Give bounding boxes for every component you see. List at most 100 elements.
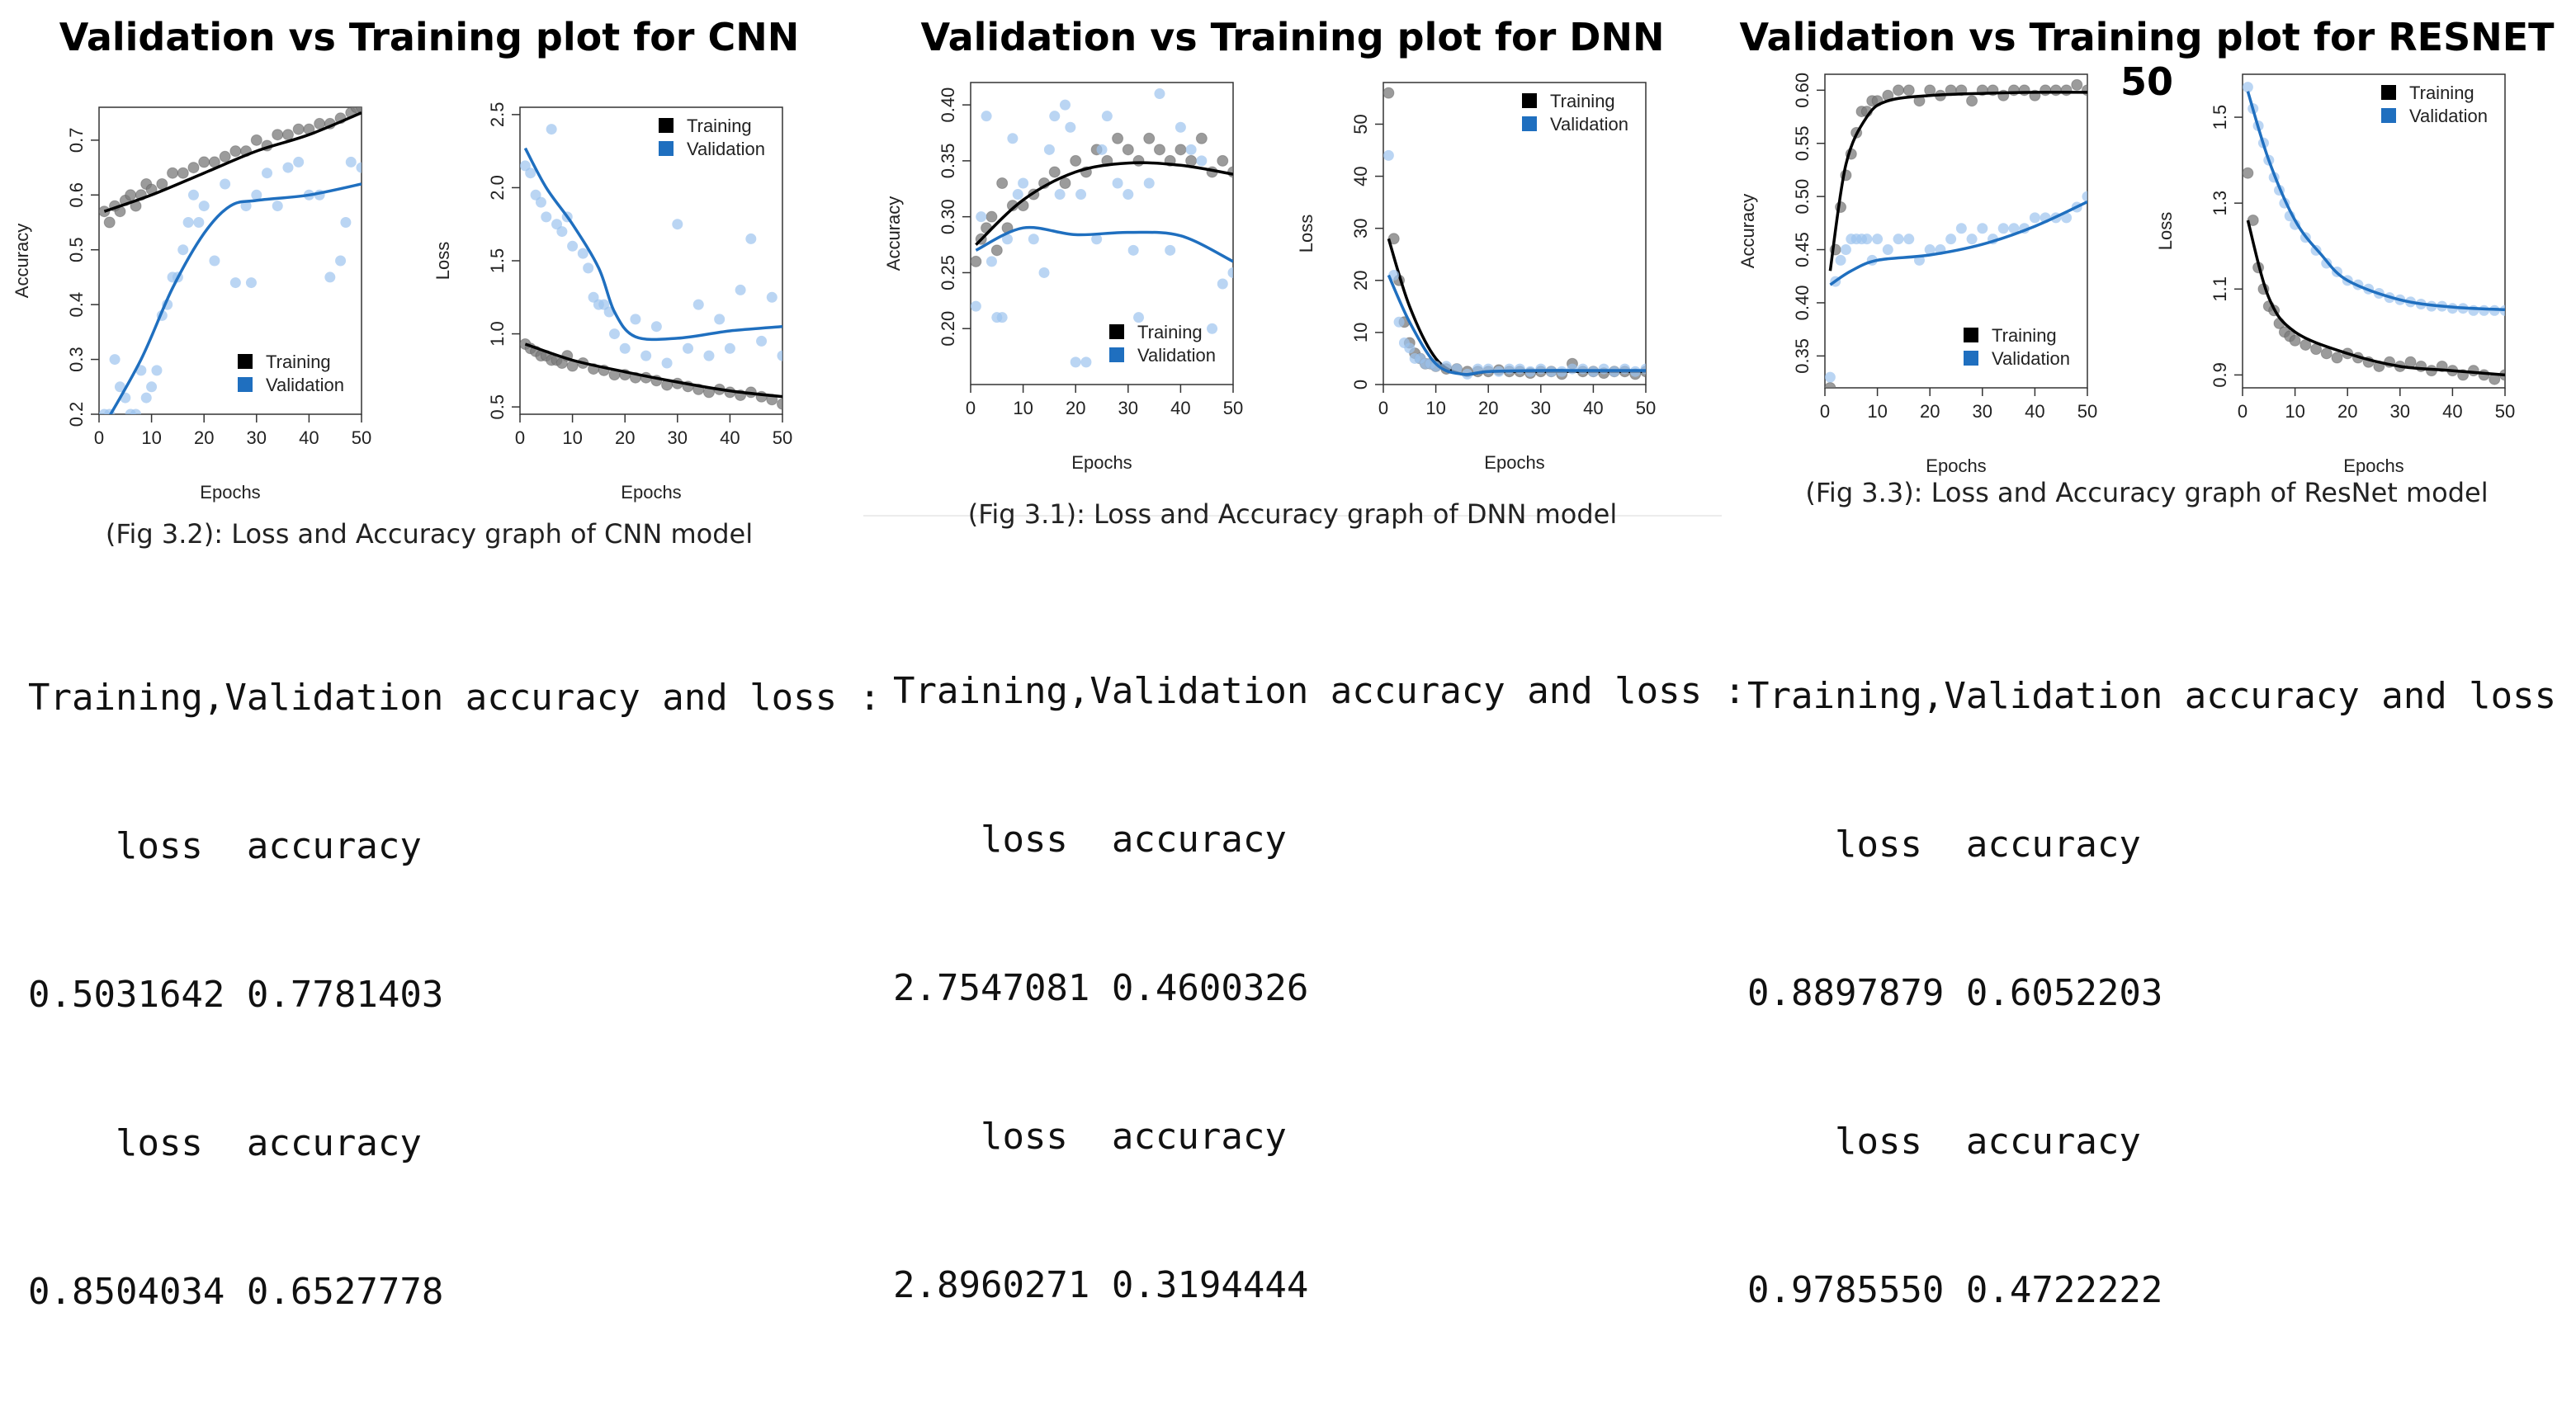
validation-point xyxy=(766,291,778,303)
validation-point xyxy=(1059,99,1071,111)
panel-resnet: Validation vs Training plot for RESNET 5… xyxy=(1718,0,2576,1311)
y-tick-label: 0.4 xyxy=(66,292,87,318)
validation-point xyxy=(1825,371,1836,383)
x-tick-label: 0 xyxy=(966,398,976,418)
validation-point xyxy=(340,217,352,228)
validation-point xyxy=(220,178,231,190)
training-point xyxy=(1195,132,1208,144)
y-tick-label: 1.3 xyxy=(2210,191,2230,216)
y-tick-label: 0 xyxy=(1350,380,1371,389)
training-point xyxy=(1048,166,1061,178)
plot-frame xyxy=(98,106,362,415)
y-tick-label: 0.30 xyxy=(938,199,958,234)
y-tick-label: 0.3 xyxy=(66,347,87,372)
training-point xyxy=(2071,78,2083,91)
validation-trend-line xyxy=(109,182,362,414)
x-tick-label: 40 xyxy=(1170,398,1190,418)
stats-row: loss accuracy xyxy=(893,819,1287,861)
validation-point xyxy=(1070,356,1081,368)
validation-point xyxy=(1012,189,1023,201)
y-tick-label: 0.9 xyxy=(2210,362,2230,388)
validation-point xyxy=(1143,177,1155,189)
validation-point xyxy=(151,365,163,376)
training-point xyxy=(1153,144,1165,156)
validation-point xyxy=(535,196,546,208)
training-point xyxy=(2082,84,2087,97)
validation-point xyxy=(2008,223,2020,234)
validation-point xyxy=(1882,244,1893,256)
validation-point xyxy=(1966,234,1978,245)
y-axis-label: Accuracy xyxy=(1737,194,1758,268)
x-tick-label: 10 xyxy=(2285,401,2304,422)
legend-label-training: Training xyxy=(687,116,752,136)
legend-swatch-validation xyxy=(659,141,674,156)
y-tick-label: 1.5 xyxy=(2210,105,2230,130)
x-tick-label: 10 xyxy=(141,427,161,448)
x-tick-label: 30 xyxy=(247,427,267,448)
y-tick-label: 0.45 xyxy=(1792,232,1813,267)
validation-point xyxy=(640,350,652,361)
x-tick-label: 20 xyxy=(1478,398,1498,418)
training-point xyxy=(1185,154,1198,167)
x-tick-label: 50 xyxy=(352,427,371,448)
legend-label-validation: Validation xyxy=(1137,345,1216,366)
training-point xyxy=(990,244,1003,257)
training-point xyxy=(356,107,362,113)
validation-point xyxy=(1075,189,1087,201)
x-tick-label: 10 xyxy=(1013,398,1033,418)
validation-point xyxy=(282,162,294,173)
validation-point xyxy=(140,392,152,404)
resnet-accuracy-chart: 0 10 20 30 40 50 0.35 0.40 0.45 0.50 0.55 0.60 Epoch… xyxy=(1737,73,2097,476)
panel-title: Validation vs Training plot for CNN xyxy=(59,15,800,59)
x-tick-label: 0 xyxy=(515,427,525,448)
x-tick-label: 0 xyxy=(2238,401,2248,422)
legend-swatch-training xyxy=(2381,85,2396,100)
x-tick-label: 0 xyxy=(94,427,104,448)
y-tick-label: 1.0 xyxy=(487,321,508,347)
panel-title: Validation vs Training plot for RESNET 5… xyxy=(1739,15,2555,104)
validation-point xyxy=(2479,304,2490,316)
training-point xyxy=(103,216,116,229)
validation-point xyxy=(1127,244,1139,256)
x-axis-label: Epochs xyxy=(1071,452,1132,473)
y-tick-label: 0.35 xyxy=(1792,338,1813,374)
training-point xyxy=(1217,154,1229,167)
validation-point xyxy=(182,217,194,228)
validation-point xyxy=(1955,223,1967,234)
validation-point xyxy=(1393,316,1405,328)
x-tick-label: 20 xyxy=(194,427,214,448)
training-point xyxy=(1112,132,1124,144)
y-tick-label: 0.7 xyxy=(66,128,87,153)
validation-point xyxy=(1038,267,1050,278)
plot-marks xyxy=(1825,78,2087,388)
x-tick-label: 40 xyxy=(299,427,319,448)
validation-point xyxy=(1924,244,1936,256)
validation-point xyxy=(1133,312,1145,323)
validation-point xyxy=(1945,234,1957,245)
training-point xyxy=(2289,334,2301,347)
training-point xyxy=(1070,154,1082,167)
validation-point xyxy=(661,357,673,369)
training-point xyxy=(1383,87,1395,99)
validation-point xyxy=(1175,121,1186,133)
validation-point xyxy=(245,277,257,289)
training-point xyxy=(2018,84,2030,97)
stats-header: Training,Validation accuracy and loss : xyxy=(28,677,882,719)
validation-point xyxy=(745,233,757,244)
training-point xyxy=(125,189,137,201)
legend-swatch-validation xyxy=(238,377,253,392)
y-tick-label: 1.5 xyxy=(487,248,508,274)
x-tick-label: 10 xyxy=(562,427,582,448)
x-tick-label: 30 xyxy=(2390,401,2410,422)
validation-point xyxy=(1101,111,1113,122)
y-tick-label: 0.5 xyxy=(487,394,508,420)
validation-point xyxy=(1196,155,1208,167)
y-axis-label: Loss xyxy=(1296,215,1316,253)
y-tick-label: 0.40 xyxy=(938,87,958,123)
validation-point xyxy=(293,156,305,168)
validation-point xyxy=(2082,191,2087,202)
validation-point xyxy=(1018,177,1029,189)
training-point xyxy=(250,134,262,146)
stats-header: Training,Validation accuracy and loss : xyxy=(893,670,1746,712)
training-point xyxy=(985,210,998,223)
